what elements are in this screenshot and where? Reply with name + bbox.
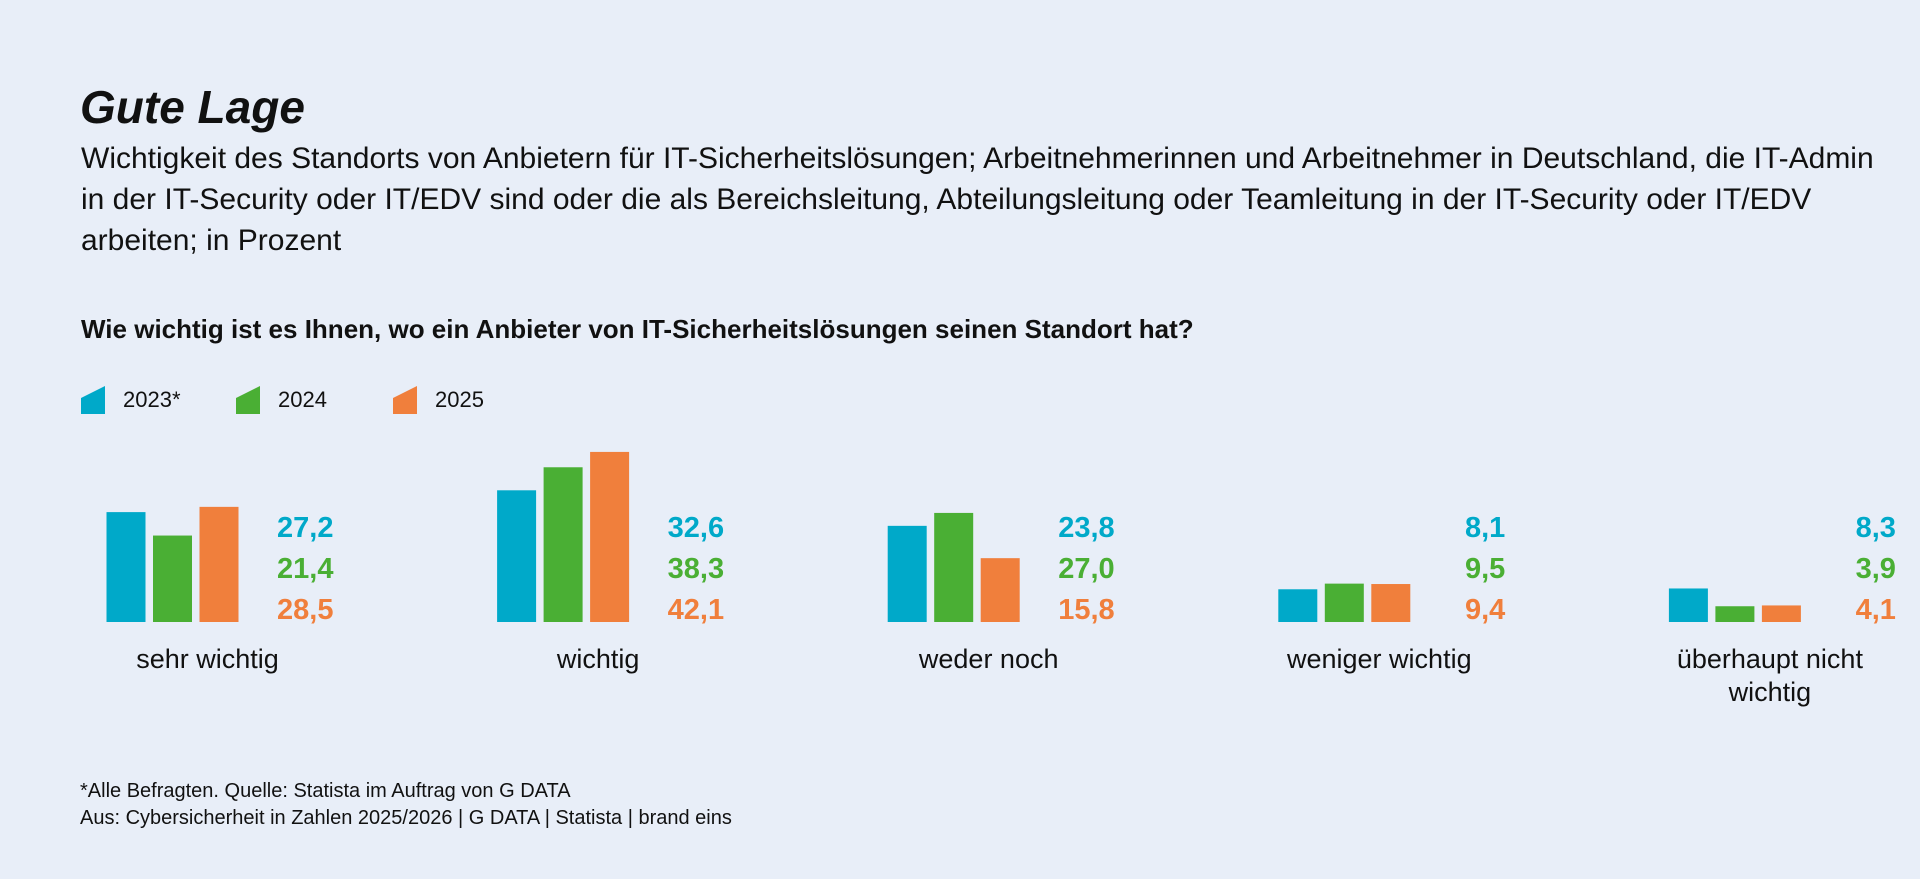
legend-label: 2023* — [123, 387, 181, 412]
category-label: weniger wichtig — [1287, 644, 1472, 674]
legend-label: 2025 — [435, 387, 484, 412]
chart-title: Gute Lage — [80, 81, 305, 133]
bar — [934, 512, 974, 622]
bar — [1278, 589, 1318, 622]
bar — [1324, 583, 1364, 622]
value-label: 9,4 — [1464, 594, 1506, 626]
category-label: weder noch — [918, 644, 1059, 674]
value-label: 42,1 — [667, 594, 725, 626]
bar — [1668, 588, 1708, 622]
legend-swatch — [81, 386, 105, 414]
bar — [590, 451, 630, 622]
category-label: überhaupt nicht wichtig — [1676, 644, 1863, 707]
legend-swatch — [393, 386, 417, 414]
value-label: 27,0 — [1058, 553, 1115, 585]
value-label: 27,2 — [277, 512, 334, 544]
category-label: wichtig — [556, 644, 640, 674]
value-label: 21,4 — [277, 553, 334, 585]
footnote: *Alle Befragten. Quelle: Statista im Auf… — [80, 780, 571, 802]
bar — [1761, 605, 1801, 622]
value-label: 15,8 — [1058, 594, 1115, 626]
value-label: 4,1 — [1855, 594, 1896, 626]
value-label: 8,1 — [1464, 512, 1506, 544]
category-label: sehr wichtig — [136, 644, 279, 674]
bar — [543, 467, 583, 622]
value-label: 38,3 — [667, 553, 725, 585]
chart-subtitle: Wichtigkeit des Standorts von Anbietern … — [81, 142, 1874, 257]
value-label: 28,5 — [277, 594, 334, 626]
bar — [497, 490, 537, 622]
value-label: 3,9 — [1855, 553, 1896, 585]
bar — [199, 506, 239, 622]
footnote: Aus: Cybersicherheit in Zahlen 2025/2026… — [80, 807, 732, 829]
bar — [980, 558, 1020, 622]
bar — [1715, 606, 1755, 622]
legend-label: 2024 — [278, 387, 327, 412]
bar — [1371, 584, 1411, 622]
value-label: 32,6 — [667, 512, 725, 544]
bar — [153, 535, 192, 622]
bar — [887, 525, 927, 622]
question: Wie wichtig ist es Ihnen, wo ein Anbiete… — [81, 314, 1194, 344]
legend-swatch — [236, 386, 260, 414]
bar — [106, 512, 146, 622]
value-label: 9,5 — [1464, 553, 1506, 585]
value-label: 23,8 — [1058, 512, 1115, 544]
value-label: 8,3 — [1855, 512, 1896, 544]
